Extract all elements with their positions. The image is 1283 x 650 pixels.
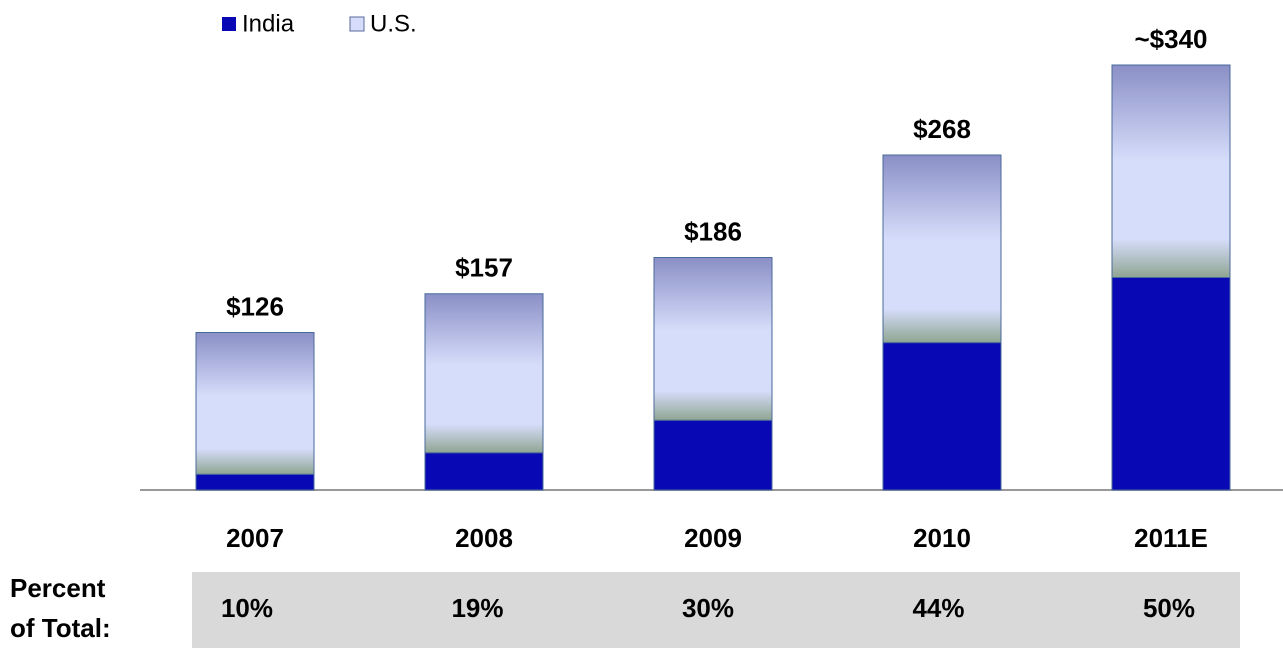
percent-label: 44% xyxy=(912,593,964,623)
percent-label: 50% xyxy=(1143,593,1195,623)
bar-segment xyxy=(195,332,315,475)
bar-segment xyxy=(653,419,773,491)
legend-label: India xyxy=(242,10,295,37)
bar-segment xyxy=(1111,277,1231,491)
bar-segment xyxy=(882,154,1002,344)
x-tick-label: 2008 xyxy=(455,523,513,553)
row-label: Percent xyxy=(10,573,106,603)
bar-segment xyxy=(424,452,544,491)
bar-segment xyxy=(653,257,773,421)
bar-segment xyxy=(195,473,315,491)
percent-label: 30% xyxy=(682,593,734,623)
total-label: $157 xyxy=(455,253,513,283)
bar-segment xyxy=(424,293,544,454)
percent-label: 19% xyxy=(451,593,503,623)
legend-swatch xyxy=(349,16,365,32)
row-label: of Total: xyxy=(10,613,111,643)
bar-segment xyxy=(1111,64,1231,278)
total-label: $186 xyxy=(684,216,742,246)
bar-segment xyxy=(882,342,1002,491)
total-label: ~$340 xyxy=(1134,24,1207,54)
total-label: $126 xyxy=(226,291,284,321)
total-label: $268 xyxy=(913,114,971,144)
x-tick-label: 2007 xyxy=(226,523,284,553)
percent-band xyxy=(192,572,1240,648)
x-tick-label: 2010 xyxy=(913,523,971,553)
x-tick-label: 2009 xyxy=(684,523,742,553)
legend-label: U.S. xyxy=(370,10,417,37)
percent-label: 10% xyxy=(221,593,273,623)
x-tick-label: 2011E xyxy=(1134,523,1208,553)
legend-swatch xyxy=(222,17,236,31)
